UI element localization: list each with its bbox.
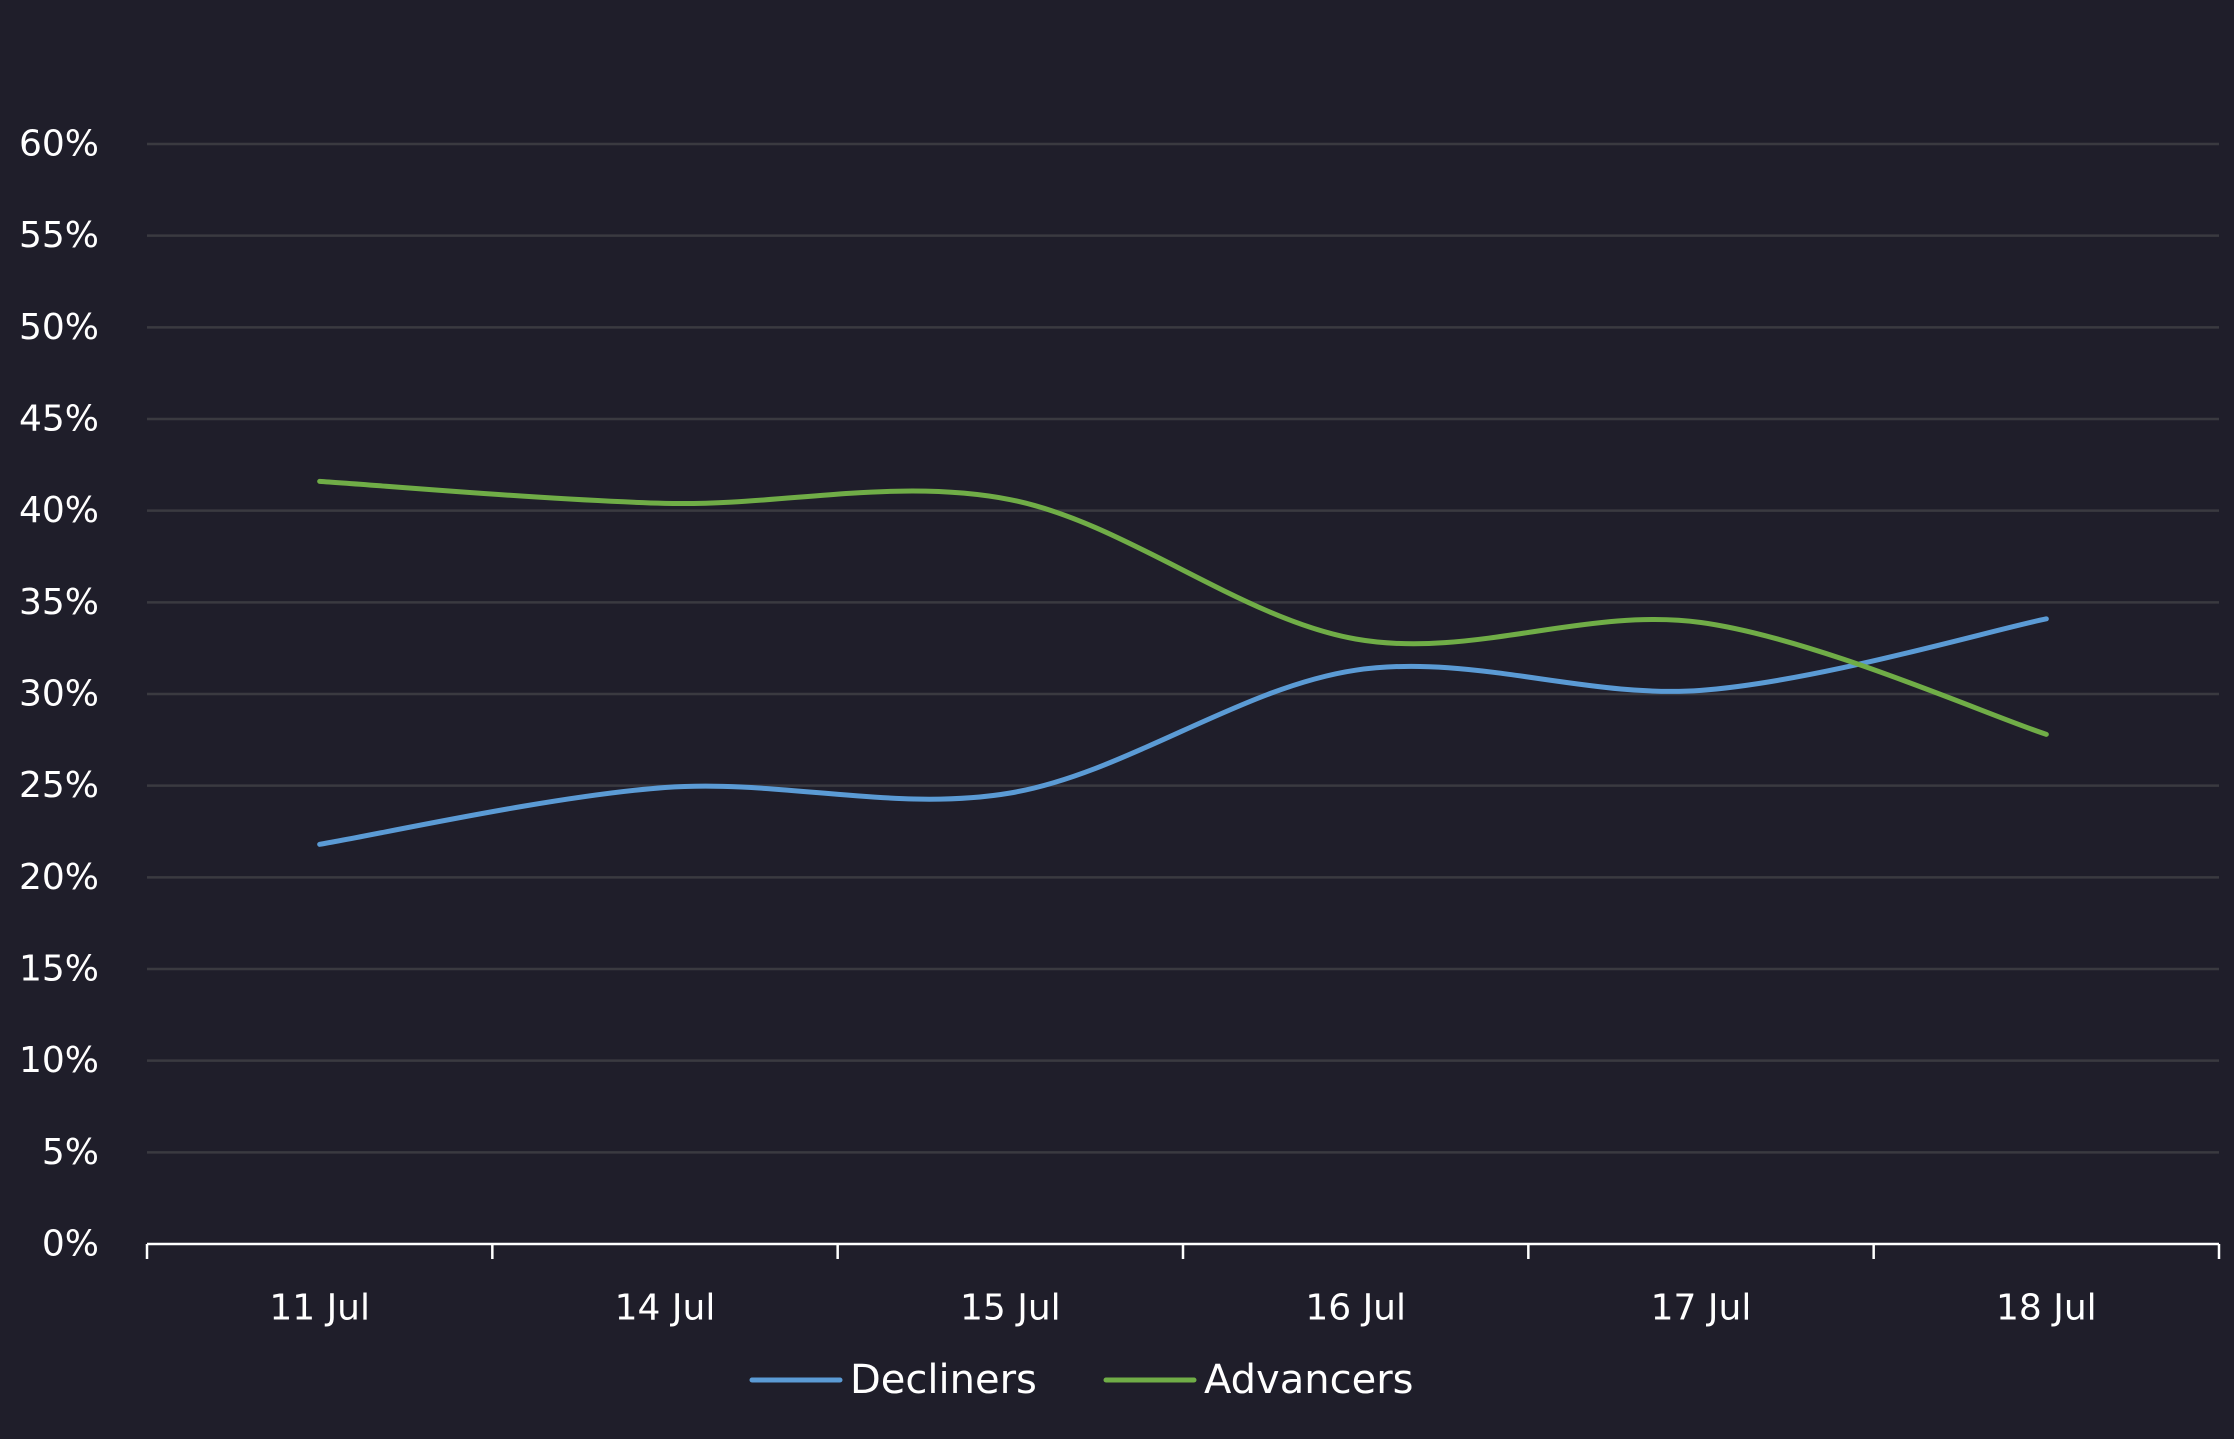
y-tick-label: 20% xyxy=(19,857,99,898)
legend-label-decliners: Decliners xyxy=(850,1357,1037,1403)
series-line-advancers xyxy=(317,478,2049,737)
y-tick-label: 35% xyxy=(19,582,99,623)
series-line-decliners xyxy=(317,616,2049,847)
y-tick-label: 25% xyxy=(19,765,99,806)
series-lines xyxy=(317,478,2049,847)
legend-label-advancers: Advancers xyxy=(1204,1357,1413,1403)
x-axis: 11 Jul 14 Jul 15 Jul 16 Jul 17 Jul 18 Jul xyxy=(145,1242,2221,1329)
y-axis-labels: 0% 5% 10% 15% 20% 25% 30% 35% 40% 45% 50% 55% 60% xyxy=(19,124,99,1265)
y-tick-label: 50% xyxy=(19,307,99,348)
y-tick-label: 60% xyxy=(19,124,99,165)
y-tick-label: 15% xyxy=(19,949,99,990)
x-tick-label: 11 Jul xyxy=(269,1288,370,1329)
y-tick-label: 55% xyxy=(19,215,99,256)
gridlines xyxy=(147,142,2219,1154)
y-tick-label: 0% xyxy=(42,1224,99,1265)
x-tick-label: 15 Jul xyxy=(960,1288,1061,1329)
legend: Decliners Advancers xyxy=(749,1357,1413,1403)
y-tick-label: 40% xyxy=(19,490,99,531)
x-tick-label: 16 Jul xyxy=(1305,1288,1406,1329)
y-tick-label: 5% xyxy=(42,1132,99,1173)
y-tick-label: 45% xyxy=(19,399,99,440)
y-tick-label: 10% xyxy=(19,1040,99,1081)
x-tick-label: 14 Jul xyxy=(615,1288,716,1329)
x-tick-label: 17 Jul xyxy=(1651,1288,1752,1329)
x-tick-label: 18 Jul xyxy=(1996,1288,2097,1329)
y-tick-label: 30% xyxy=(19,674,99,715)
